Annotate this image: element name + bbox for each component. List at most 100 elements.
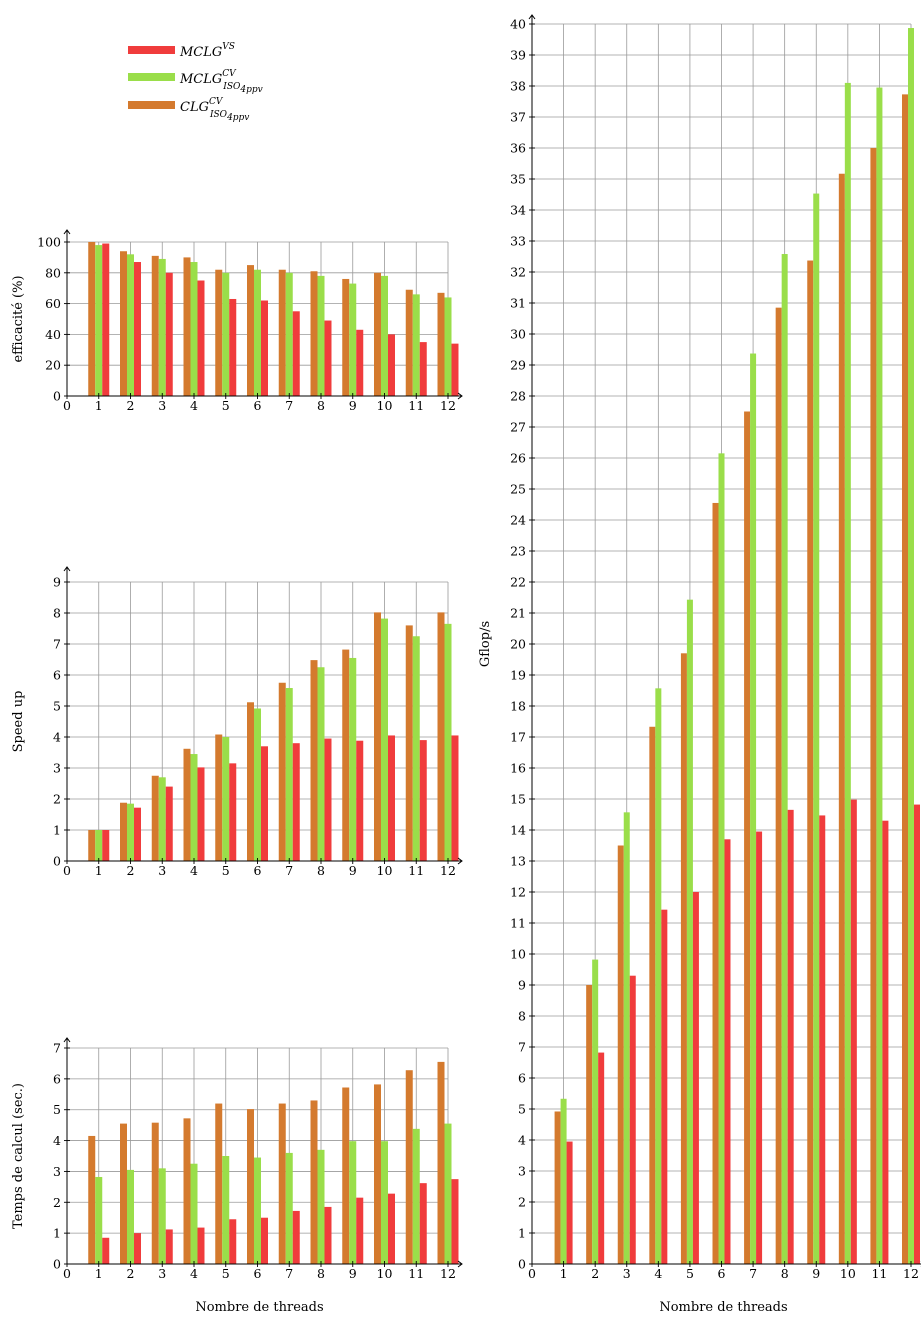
bar-clg_iso (247, 265, 254, 396)
bar-mclg_iso (190, 262, 198, 396)
x-tick-label: 1 (95, 398, 103, 413)
x-tick-label: 11 (871, 1266, 887, 1281)
bar-mclg_iso (127, 803, 134, 861)
bar-clg_iso (310, 1100, 318, 1264)
y-tick-label: 25 (510, 482, 526, 497)
bar-mclg_iso (381, 618, 388, 861)
y-tick-label: 22 (510, 575, 526, 590)
bar-clg_iso (342, 649, 350, 861)
bar-mclg_iso (254, 1157, 261, 1264)
y-tick-label: 4 (53, 730, 61, 745)
x-tick-label: 7 (285, 1266, 293, 1281)
bar-mclg_iso (560, 1098, 567, 1264)
y-tick-label: 7 (53, 637, 61, 652)
bar-mclg_vs (229, 763, 237, 861)
y-tick-label: 19 (510, 668, 526, 683)
bar-mclg_vs (598, 1052, 605, 1264)
y-tick-label: 6 (53, 1071, 61, 1086)
y-tick-label: 5 (53, 699, 61, 714)
bar-mclg_iso (127, 254, 134, 396)
x-tick-label: 3 (158, 1266, 166, 1281)
bar-mclg_iso (254, 708, 261, 861)
bar-mclg_iso (317, 275, 325, 396)
legend-swatch-mclg_vs (128, 46, 175, 54)
bar-mclg_iso (444, 1123, 452, 1264)
x-tick-label: 2 (127, 398, 135, 413)
bar-mclg_iso (254, 269, 261, 396)
bar-mclg_iso (158, 777, 166, 861)
y-tick-label: 5 (53, 1102, 61, 1117)
bar-clg_iso (586, 985, 593, 1264)
y-tick-label: 12 (510, 885, 526, 900)
bar-mclg_vs (356, 1197, 364, 1264)
bar-mclg_vs (102, 830, 110, 861)
legend-label-clg_iso: CLGCV ISO4ppv (180, 97, 249, 123)
x-tick-label: 4 (190, 1266, 198, 1281)
x-tick-label: 11 (408, 863, 424, 878)
bar-mclg_vs (388, 735, 395, 861)
bar-clg_iso (183, 748, 191, 861)
y-tick-label: 1 (518, 1226, 526, 1241)
y-tick-label: 7 (518, 1040, 526, 1055)
x-tick-label: 0 (63, 863, 71, 878)
bar-mclg_vs (102, 243, 110, 396)
x-tick-label: 7 (285, 398, 293, 413)
y-tick-label: 4 (518, 1133, 526, 1148)
x-tick-label: 2 (127, 1266, 135, 1281)
y-tick-label: 29 (510, 358, 526, 373)
bar-mclg_vs (229, 1219, 237, 1264)
bar-mclg_iso (412, 1128, 420, 1264)
bar-mclg_vs (451, 735, 459, 861)
bar-mclg_iso (412, 636, 420, 861)
bar-clg_iso (342, 278, 350, 396)
bar-mclg_vs (134, 1233, 141, 1264)
bar-mclg_iso (222, 737, 230, 861)
bar-clg_iso (807, 260, 814, 1264)
y-tick-label: 35 (510, 172, 526, 187)
x-tick-label: 10 (377, 863, 393, 878)
x-tick-label: 3 (158, 863, 166, 878)
y-tick-label: 3 (518, 1164, 526, 1179)
bar-mclg_vs (882, 820, 889, 1264)
bar-clg_iso (120, 1123, 127, 1264)
bar-mclg_iso (95, 245, 103, 396)
x-tick-label: 11 (408, 398, 424, 413)
bar-mclg_vs (356, 740, 364, 861)
bar-mclg_iso (444, 623, 452, 861)
y-axis-title: Gflop/s (478, 621, 493, 667)
y-tick-label: 39 (510, 48, 526, 63)
bar-mclg_iso (190, 754, 198, 861)
y-tick-label: 1 (53, 1226, 61, 1241)
x-tick-label: 6 (254, 863, 262, 878)
bar-mclg_iso (95, 830, 103, 861)
bar-mclg_vs (451, 1179, 459, 1264)
bar-mclg_vs (324, 1206, 332, 1264)
x-tick-label: 11 (408, 1266, 424, 1281)
bar-clg_iso (278, 1103, 286, 1264)
y-tick-label: 36 (510, 141, 526, 156)
y-tick-label: 18 (510, 699, 526, 714)
y-tick-label: 2 (53, 792, 61, 807)
bar-mclg_vs (724, 839, 731, 1264)
x-tick-label: 8 (317, 863, 325, 878)
x-tick-label: 4 (654, 1266, 662, 1281)
y-axis-title: efficacité (%) (11, 275, 26, 362)
y-tick-label: 5 (518, 1102, 526, 1117)
y-tick-label: 100 (37, 235, 61, 250)
bar-mclg_iso (876, 87, 883, 1264)
bar-clg_iso (88, 1135, 96, 1264)
bar-mclg_iso (412, 294, 420, 396)
x-tick-label: 10 (840, 1266, 856, 1281)
x-axis-arrow (457, 1260, 463, 1268)
bar-mclg_iso (718, 453, 725, 1265)
bar-mclg_iso (844, 82, 851, 1264)
x-tick-label: 9 (349, 863, 357, 878)
bar-mclg_vs (629, 975, 636, 1264)
y-tick-label: 31 (510, 296, 526, 311)
bar-mclg_vs (388, 1193, 395, 1264)
bar-mclg_vs (324, 320, 332, 396)
